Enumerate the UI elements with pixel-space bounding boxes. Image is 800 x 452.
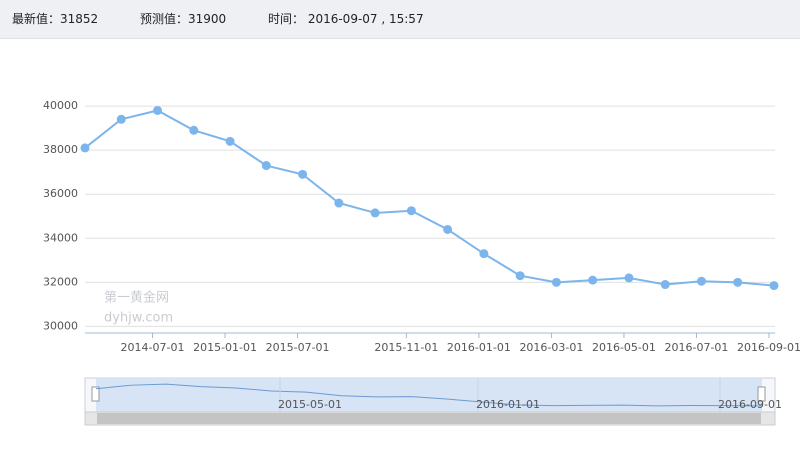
data-point xyxy=(261,161,271,171)
navigator-label: 2016-01-01 xyxy=(476,398,540,411)
x-tick-label: 2014-07-01 xyxy=(121,341,185,354)
data-point xyxy=(406,206,416,216)
y-tick-label: 40000 xyxy=(43,99,78,112)
data-point xyxy=(443,224,453,234)
x-tick-label: 2015-07-01 xyxy=(266,341,330,354)
x-tick-label: 2016-01-01 xyxy=(447,341,511,354)
data-point xyxy=(479,249,489,259)
scrollbar-thumb[interactable] xyxy=(97,413,761,424)
y-tick-label: 34000 xyxy=(43,231,78,244)
data-point xyxy=(624,273,634,283)
x-tick-label: 2016-09-01 xyxy=(737,341,800,354)
navigator-label: 2016-09-01 xyxy=(718,398,782,411)
navigator-line xyxy=(95,383,763,407)
data-point xyxy=(660,280,670,290)
data-point xyxy=(80,143,90,153)
header-bar: 最新值：31852 预测值：31900 时间： 2016-09-07 , 15:… xyxy=(0,0,800,39)
data-point xyxy=(696,276,706,286)
data-point xyxy=(515,271,525,281)
data-point xyxy=(298,169,308,179)
data-point xyxy=(334,198,344,208)
data-point xyxy=(153,105,163,115)
latest-value: 最新值：31852 xyxy=(12,12,99,26)
data-point xyxy=(116,114,126,124)
x-tick-label: 2015-11-01 xyxy=(374,341,438,354)
data-point xyxy=(370,208,380,218)
series-line xyxy=(84,109,775,287)
y-tick-label: 38000 xyxy=(43,143,78,156)
x-tick-label: 2015-01-01 xyxy=(193,341,257,354)
x-tick-label: 2016-03-01 xyxy=(519,341,583,354)
data-point xyxy=(225,136,235,146)
data-point xyxy=(551,277,561,287)
navigator-label: 2015-05-01 xyxy=(278,398,342,411)
x-tick-label: 2016-07-01 xyxy=(665,341,729,354)
x-tick-label: 2016-05-01 xyxy=(592,341,656,354)
zoom-handle[interactable] xyxy=(757,386,766,402)
y-tick-label: 30000 xyxy=(43,319,78,332)
watermark: dyhjw.com xyxy=(104,311,173,326)
forecast-value: 预测值：31900 xyxy=(140,12,227,26)
data-point xyxy=(733,277,743,287)
zoom-handle[interactable] xyxy=(91,386,100,402)
data-point xyxy=(189,125,199,135)
update-time: 时间： 2016-09-07 , 15:57 xyxy=(268,12,424,26)
data-point xyxy=(588,275,598,285)
zoom-window[interactable] xyxy=(96,378,762,412)
y-tick-label: 32000 xyxy=(43,275,78,288)
data-point xyxy=(769,281,779,291)
watermark: 第一黄金网 xyxy=(104,290,169,306)
y-tick-label: 36000 xyxy=(43,187,78,200)
